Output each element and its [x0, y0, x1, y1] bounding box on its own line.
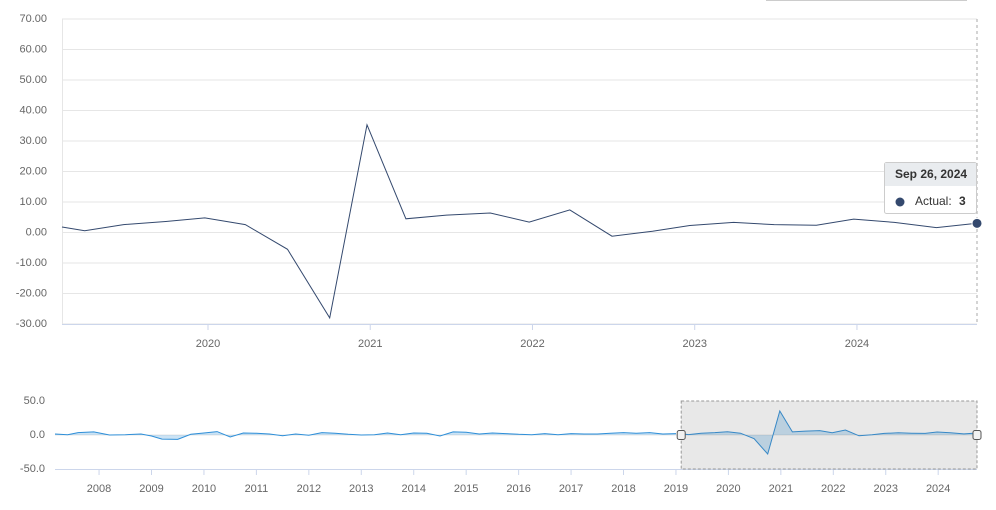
x-tick-label: 2015 — [454, 483, 478, 495]
data-line — [54, 431, 677, 440]
y-tick-label: 60.00 — [19, 43, 47, 55]
x-tick-label: 2009 — [139, 483, 163, 495]
x-tick-label: 2022 — [821, 483, 845, 495]
data-line — [61, 123, 978, 320]
x-tick-label: 2013 — [349, 483, 373, 495]
y-tick-label: -50.0 — [20, 463, 45, 475]
tooltip-date: Sep 26, 2024 — [895, 167, 967, 181]
x-tick-label: 2020 — [196, 338, 220, 350]
y-tick-label: 50.0 — [24, 395, 45, 407]
y-tick-label: 20.00 — [19, 165, 47, 177]
x-tick-label: 2011 — [245, 483, 269, 495]
x-tick-label: 2023 — [874, 483, 898, 495]
tooltip-value: 3 — [959, 194, 966, 208]
y-tick-label: 0.0 — [30, 429, 45, 441]
tooltip: Sep 26, 2024 Actual: 3 — [884, 162, 977, 214]
y-tick-label: 70.00 — [19, 13, 47, 25]
x-tick-label: 2019 — [664, 483, 688, 495]
data-area — [55, 431, 676, 440]
x-tick-label: 2022 — [520, 338, 544, 350]
x-tick-label: 2023 — [682, 338, 706, 350]
navigator-handle — [676, 430, 686, 440]
x-tick-label: 2018 — [611, 483, 635, 495]
hover-point — [971, 217, 983, 229]
y-tick-label: -10.00 — [16, 257, 47, 269]
data-line — [681, 409, 978, 456]
x-tick-label: 2021 — [769, 483, 793, 495]
x-tick-label: 2024 — [845, 338, 869, 350]
tooltip-label: Actual: — [915, 194, 952, 208]
y-tick-label: 30.00 — [19, 135, 47, 147]
x-tick-label: 2016 — [506, 483, 530, 495]
navigator-window — [680, 400, 978, 470]
x-tick-label: 2008 — [87, 483, 111, 495]
x-tick-label: 2020 — [716, 483, 740, 495]
navigator-handle — [972, 430, 982, 440]
x-tick-label: 2017 — [559, 483, 583, 495]
x-tick-label: 2010 — [192, 483, 216, 495]
x-tick-label: 2012 — [297, 483, 321, 495]
y-tick-label: -30.00 — [16, 318, 47, 330]
y-tick-label: 40.00 — [19, 104, 47, 116]
y-tick-label: 10.00 — [19, 196, 47, 208]
x-tick-label: 2014 — [401, 483, 425, 495]
y-tick-label: 0.00 — [26, 226, 47, 238]
tooltip-marker — [895, 197, 905, 207]
tooltip-header — [885, 163, 976, 186]
y-tick-label: 50.00 — [19, 74, 47, 86]
y-tick-label: -20.00 — [16, 287, 47, 299]
x-tick-label: 2024 — [926, 483, 950, 495]
x-tick-label: 2021 — [358, 338, 382, 350]
